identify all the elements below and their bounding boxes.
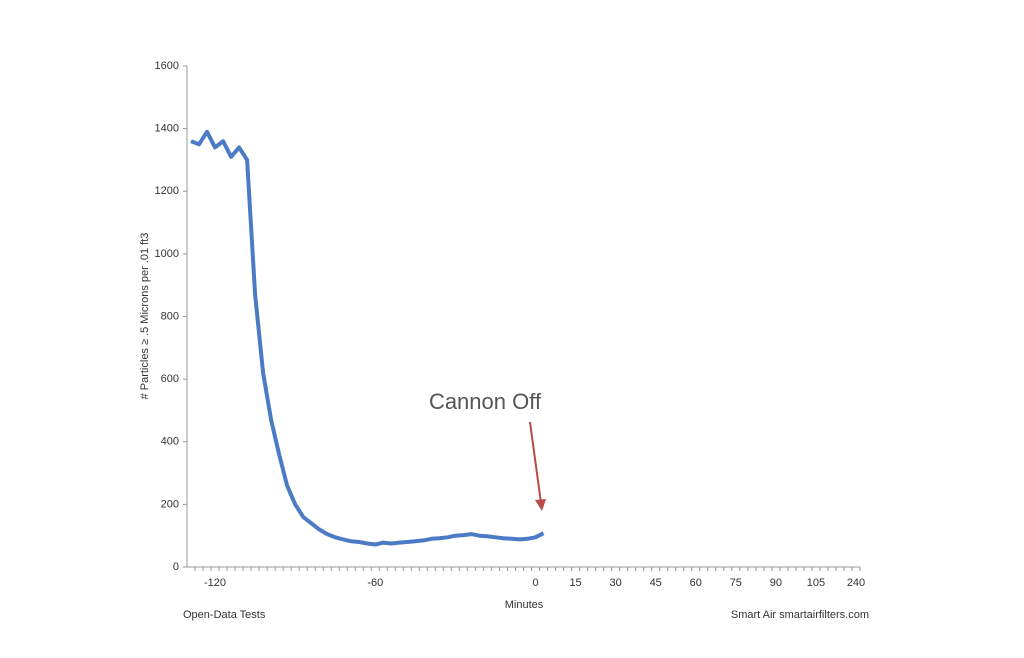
annotation: Cannon Off [429,389,542,414]
y-tick-label: 1000 [155,248,179,260]
y-tick-label: 400 [161,436,179,448]
y-tick-label: 600 [161,373,179,385]
x-tick-label: 90 [770,577,782,589]
y-tick-label: 0 [173,561,179,573]
annotation-arrowhead [535,499,546,511]
x-axis-title: Minutes [505,599,544,611]
y-tick-label: 1600 [155,60,179,72]
annotation-arrow [529,421,542,504]
x-tick-label: 0 [532,577,538,589]
y-axis-title: # Particles ≥ .5 Microns per .01 ft3 [139,233,151,400]
data-line [190,129,545,547]
x-tick-label: 240 [847,577,865,589]
y-tick-label: 800 [161,310,179,322]
x-tick-label: 30 [610,577,622,589]
x-tick-label: 15 [569,577,581,589]
x-tick-label: -60 [367,577,383,589]
footer-left: Open-Data Tests [183,609,266,621]
x-tick-label: -120 [204,577,226,589]
y-tick-label: 1400 [155,123,179,135]
y-tick-label: 1200 [155,185,179,197]
x-tick-label: 45 [650,577,662,589]
y-tick-label: 200 [161,498,179,510]
x-tick-label: 75 [730,577,742,589]
x-tick-label: 60 [690,577,702,589]
x-tick-label: 105 [807,577,825,589]
footer-right: Smart Air smartairfilters.com [731,609,869,621]
